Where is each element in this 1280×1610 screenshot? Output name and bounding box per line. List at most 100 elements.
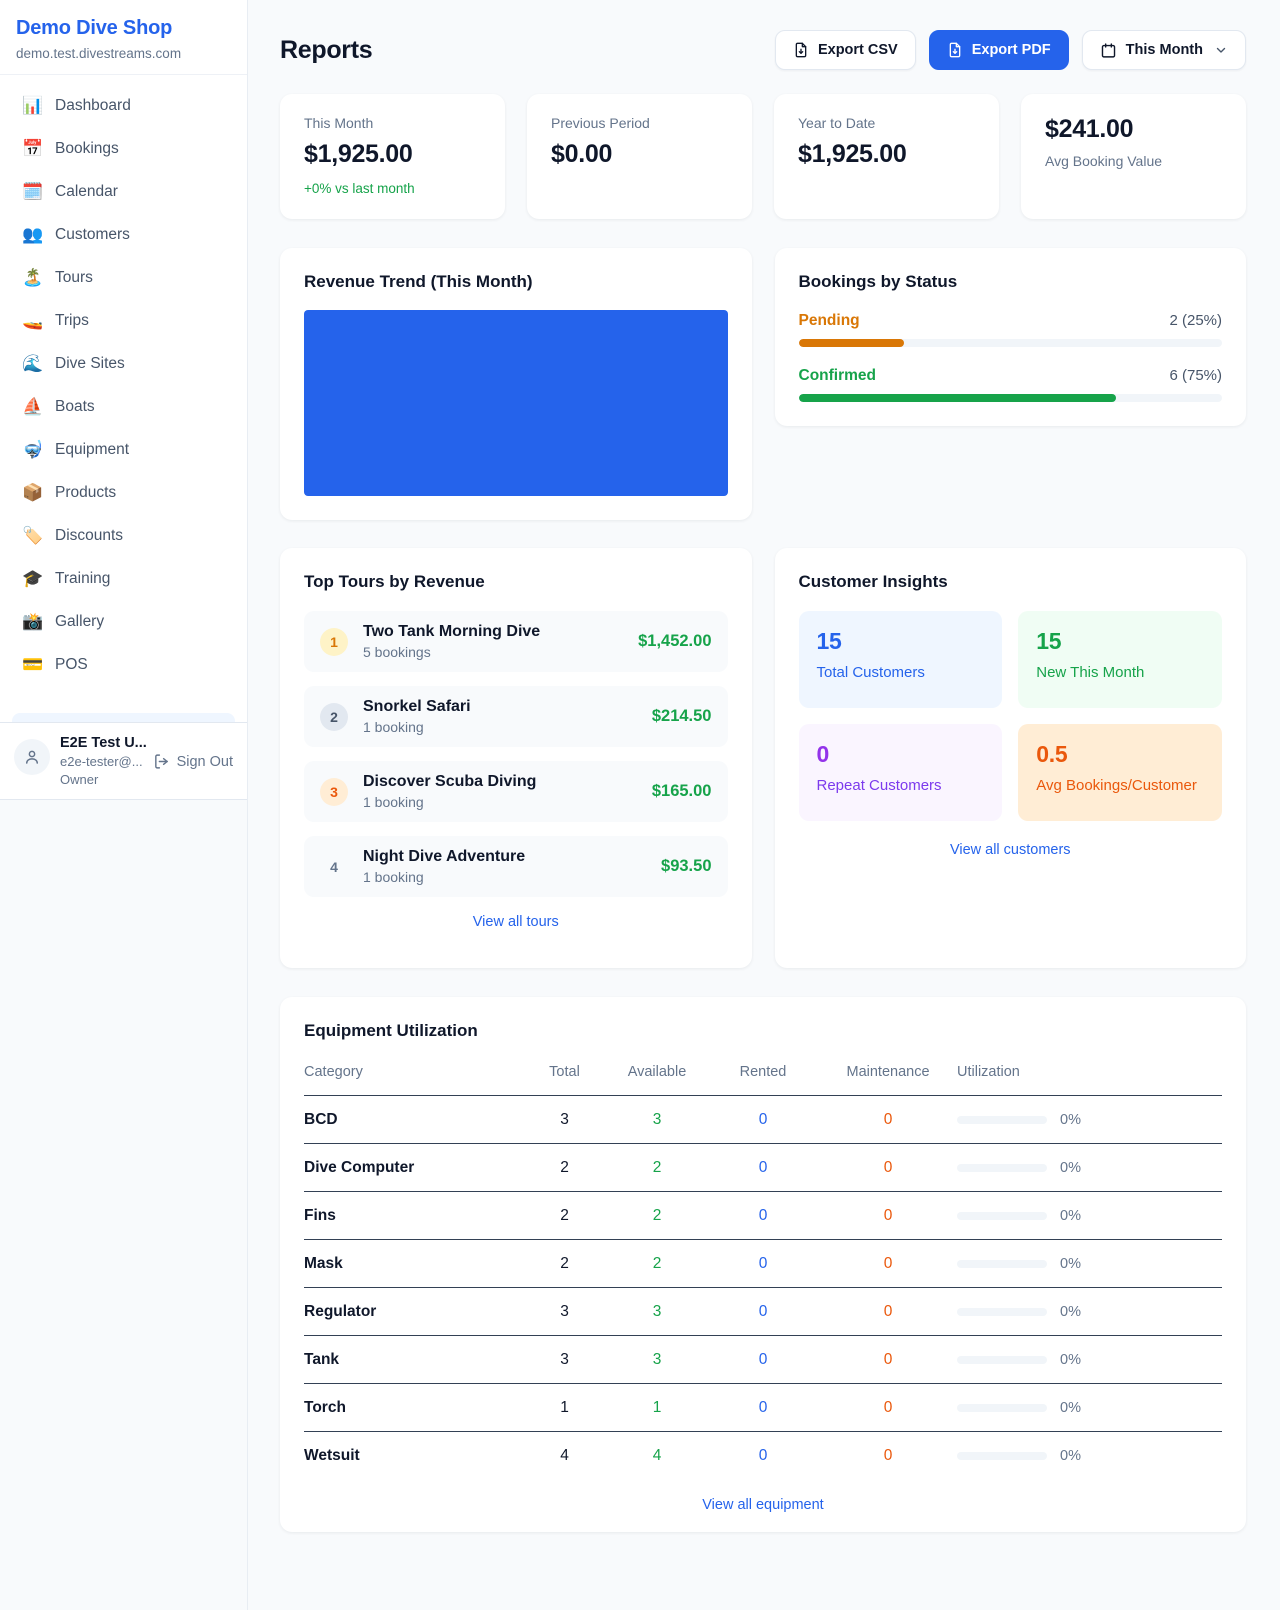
tour-rank-badge: 3: [320, 777, 348, 806]
equipment-total: 2: [522, 1191, 607, 1240]
sidebar-item-pos[interactable]: 💳 POS: [12, 643, 235, 686]
sign-out-label: Sign Out: [176, 753, 233, 770]
period-label: This Month: [1125, 42, 1203, 58]
equipment-rented: 0: [707, 1143, 819, 1192]
table-row: Dive Computer 2 2 0 0 0%: [304, 1143, 1222, 1192]
table-row: Mask 2 2 0 0 0%: [304, 1239, 1222, 1288]
insight-value: 15: [816, 628, 842, 654]
insight-label: Repeat Customers: [816, 777, 942, 794]
sign-out-button[interactable]: Sign Out: [153, 753, 233, 770]
insight-value: 0: [816, 741, 830, 767]
sidebar-item-gallery[interactable]: 📸 Gallery: [12, 600, 235, 643]
customer-insights-card: Customer Insights 15 Total Customers 15 New…: [774, 548, 1246, 968]
sidebar-item-dive-sites[interactable]: 🌊 Dive Sites: [12, 342, 235, 385]
equipment-category: Wetsuit: [304, 1446, 360, 1464]
equipment-total: 3: [522, 1095, 607, 1144]
stat-label: Previous Period: [551, 115, 650, 131]
view-all-tours-link[interactable]: View all tours: [472, 914, 559, 930]
utilization-bar: [957, 1451, 1047, 1460]
utilization-percent: 0%: [1060, 1303, 1081, 1320]
sidebar-item-label: Dive Sites: [55, 354, 125, 372]
brand-block: Demo Dive Shop demo.test.divestreams.com: [0, 0, 247, 75]
stat-card: This Month $1,925.00 +0% vs last month: [280, 94, 505, 219]
utilization-percent: 0%: [1060, 1399, 1081, 1416]
equipment-category: BCD: [304, 1095, 522, 1144]
utilization-percent: 0%: [1060, 1255, 1081, 1272]
status-label: Confirmed: [798, 367, 877, 384]
equipment-rented: 0: [707, 1287, 819, 1336]
tour-revenue: $214.50: [651, 707, 712, 725]
stat-card: Year to Date $1,925.00: [774, 94, 999, 219]
view-all-equipment-link[interactable]: View all equipment: [702, 1496, 824, 1513]
revenue-trend-card: Revenue Trend (This Month): [280, 248, 752, 520]
sidebar-nav: 📊 Dashboard 📅 Bookings 🗓️ Calendar 👥 Customers 🏝…: [0, 75, 247, 713]
sidebar-item-discounts[interactable]: 🏷️ Discounts: [12, 514, 235, 557]
sidebar-item-trips[interactable]: 🚤 Trips: [12, 299, 235, 342]
sidebar: Demo Dive Shop demo.test.divestreams.com…: [0, 0, 247, 800]
utilization-percent: 0%: [1060, 1351, 1081, 1368]
sidebar-item-label: Trips: [55, 311, 89, 329]
user-email: e2e-tester@...: [60, 754, 143, 769]
equipment-category: Mask: [304, 1239, 522, 1288]
status-progress-track: [798, 339, 1222, 347]
view-all-customers-link[interactable]: View all customers: [949, 842, 1071, 858]
sidebar-item-label: Dashboard: [55, 96, 131, 114]
page-title: Reports: [280, 35, 373, 64]
column-header: Category: [304, 1054, 522, 1096]
export-file-icon: [793, 42, 809, 58]
utilization-bar: [957, 1163, 1047, 1172]
equipment-available: 3: [607, 1095, 707, 1144]
tour-revenue: $1,452.00: [638, 632, 712, 650]
brand-name[interactable]: Demo Dive Shop: [16, 17, 173, 39]
equipment-available: 2: [607, 1239, 707, 1288]
top-tours-card: Top Tours by Revenue 1 Two Tank Morning D…: [280, 548, 752, 968]
export-csv-button[interactable]: Export CSV: [774, 30, 916, 70]
equipment-maintenance: 0: [819, 1095, 957, 1144]
export-pdf-button[interactable]: Export PDF: [928, 30, 1069, 70]
insight-label: Avg Bookings/Customer: [1036, 777, 1197, 794]
period-select[interactable]: This Month: [1081, 30, 1246, 70]
tour-rank-badge: 1: [320, 627, 348, 656]
table-row: Wetsuit 4 4 0 0 0%: [304, 1432, 1222, 1480]
utilization-percent: 0%: [1060, 1207, 1081, 1224]
insight-tile: 15 Total Customers: [798, 611, 1003, 708]
sidebar-item-label: Boats: [55, 397, 95, 415]
user-name: E2E Test U...: [60, 735, 147, 751]
equipment-maintenance: 0: [819, 1239, 957, 1288]
equipment-total: 4: [560, 1446, 569, 1464]
sidebar-item-label: Equipment: [55, 440, 130, 458]
training-icon: 🎓: [22, 568, 44, 588]
sidebar-item-training[interactable]: 🎓 Training: [12, 557, 235, 600]
stat-label: Avg Booking Value: [1045, 153, 1163, 169]
utilization-percent: 0%: [1060, 1111, 1081, 1128]
calendar-icon: [1100, 42, 1117, 59]
column-header: Rented: [707, 1054, 819, 1096]
equipment-available: 1: [607, 1383, 707, 1432]
tour-name: Two Tank Morning Dive: [363, 623, 541, 640]
sidebar-item-bookings[interactable]: 📅 Bookings: [12, 127, 235, 170]
page-header: Reports Export CSV Export PDF This Month: [280, 30, 1246, 70]
sidebar-item-tours[interactable]: 🏝️ Tours: [12, 256, 235, 299]
status-label: Pending: [798, 312, 860, 329]
sidebar-item-products[interactable]: 📦 Products: [12, 471, 235, 514]
sign-out-icon: [153, 753, 170, 770]
sidebar-item-dashboard[interactable]: 📊 Dashboard: [12, 84, 235, 127]
equipment-maintenance: 0: [819, 1287, 957, 1336]
sidebar-item-reports-partial[interactable]: [12, 713, 235, 722]
column-header: Total: [522, 1054, 607, 1096]
sidebar-item-equipment[interactable]: 🤿 Equipment: [12, 428, 235, 471]
status-row: Pending 2 (25%): [798, 312, 1222, 347]
equipment-rented: 0: [707, 1383, 819, 1432]
top-tours-list: 1 Two Tank Morning Dive 5 bookings $1,452.0…: [304, 611, 728, 897]
revenue-trend-chart: [304, 310, 728, 496]
status-count: 2 (25%): [1169, 312, 1222, 329]
sidebar-item-calendar[interactable]: 🗓️ Calendar: [12, 170, 235, 213]
export-pdf-label: Export PDF: [971, 42, 1051, 58]
export-csv-label: Export CSV: [817, 42, 898, 58]
sidebar-item-customers[interactable]: 👥 Customers: [12, 213, 235, 256]
utilization-bar: [957, 1307, 1047, 1316]
sidebar-item-boats[interactable]: ⛵ Boats: [12, 385, 235, 428]
sidebar-item-label: Customers: [55, 225, 130, 243]
equipment-rented: 0: [707, 1095, 819, 1144]
status-progress-track: [798, 394, 1222, 402]
